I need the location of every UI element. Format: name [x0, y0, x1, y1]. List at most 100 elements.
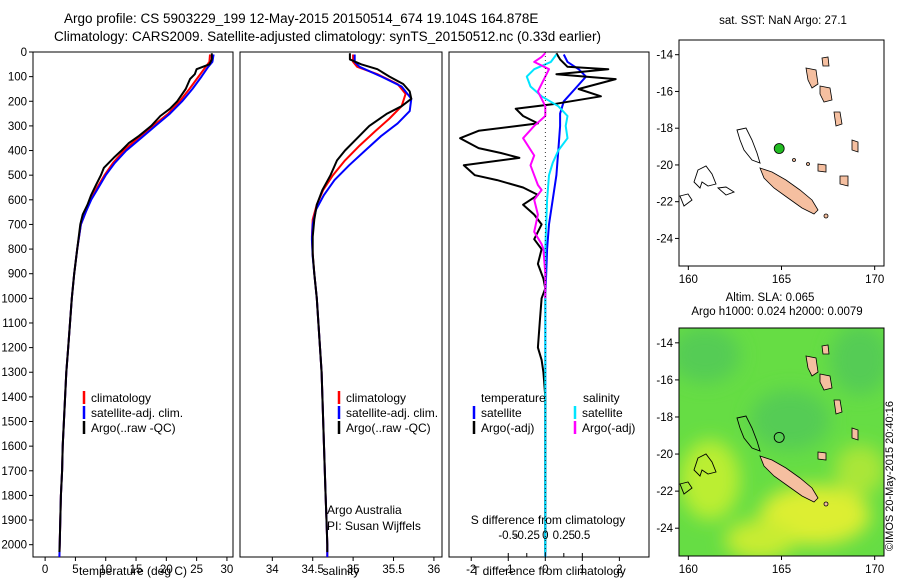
legend-title-salinity: salinity	[583, 391, 620, 405]
xtick-label: 34.5	[302, 564, 324, 576]
header-subtitle: Climatology: CARS2009. Satellite-adjuste…	[54, 29, 601, 44]
series-line-argo	[311, 53, 413, 553]
series-group	[58, 53, 215, 557]
series-line-s-satellite	[525, 53, 569, 557]
salinity-legend: climatology satellite-adj. clim. Argo(..…	[337, 391, 438, 435]
islet	[806, 162, 810, 166]
islet	[823, 501, 829, 507]
ytick-label: 1900	[1, 515, 27, 527]
ytick-label: 0	[21, 47, 27, 59]
xtick-label: 34	[266, 564, 279, 576]
xtick-label: -2	[466, 564, 476, 576]
sla-blob	[750, 390, 830, 450]
new-caledonia	[759, 455, 819, 503]
salinity-plot: 34 34.5 35 35.5 36	[266, 53, 440, 576]
map-ytick-label: -24	[656, 233, 673, 245]
xtick-label: 30	[221, 564, 234, 576]
xtick-label: 0	[542, 564, 548, 576]
island	[833, 399, 843, 415]
island	[851, 427, 859, 441]
reef-outline	[693, 165, 717, 189]
ytick-label: 400	[8, 146, 27, 158]
series-line-t-argo	[459, 52, 617, 553]
ytick-label: 1500	[1, 417, 27, 429]
reef-outline	[736, 415, 761, 452]
temperature-xlabel: temperature (deg C)	[79, 564, 187, 578]
reef-outline	[716, 186, 736, 196]
map-xtick-label: 165	[772, 274, 791, 286]
ytick-label: 1700	[1, 466, 27, 478]
islands	[759, 344, 859, 507]
salinity-axes	[239, 51, 443, 558]
island	[817, 163, 827, 173]
sla-blob	[830, 328, 884, 395]
ytick-label: 2000	[1, 540, 27, 552]
difference-plot: -2 -1 0 1 2-0.5-0.25 0 0.25 0.5	[459, 52, 623, 576]
s-tick-label: 0	[542, 530, 548, 542]
credit-pi: PI: Susan Wijffels	[327, 519, 421, 533]
argo-float-marker	[773, 143, 785, 154]
difference-axes	[448, 51, 650, 558]
temperature-axes	[32, 51, 234, 558]
series-line-argo	[58, 53, 213, 553]
ytick-label: 800	[8, 244, 27, 256]
sla-blob	[680, 440, 740, 520]
reef-outline	[679, 193, 693, 207]
temperature-legend: climatology satellite-adj. clim. Argo(..…	[82, 391, 183, 435]
map-ytick-label: -20	[656, 449, 673, 461]
ytick-label: 900	[8, 269, 27, 281]
ytick-label: 600	[8, 195, 27, 207]
legend-label-s-argo: Argo(-adj)	[582, 421, 635, 435]
legend-label-climatology: climatology	[91, 391, 151, 405]
ytick-label: 700	[8, 219, 27, 231]
island	[819, 373, 833, 391]
legend-label-s-satellite: satellite	[582, 406, 623, 420]
island	[817, 451, 827, 461]
temperature-plot: 0 5 10 15 20 25 30	[42, 53, 233, 576]
xtick-label: 35	[347, 564, 360, 576]
xtick-label: 2	[616, 564, 622, 576]
map-ytick-label: -16	[656, 86, 673, 98]
xtick-label: -1	[503, 564, 513, 576]
salinity-xlabel: salinity	[323, 564, 360, 578]
legend-label-t-satellite: satellite	[481, 406, 522, 420]
islet	[792, 158, 796, 162]
xtick-label: 15	[130, 564, 143, 576]
map-xtick-label: 160	[679, 564, 698, 576]
legend-label-argo: Argo(..raw -QC)	[91, 421, 176, 435]
map-xtick-label: 170	[865, 564, 884, 576]
island	[805, 67, 819, 89]
credit-argo-australia: Argo Australia	[327, 503, 402, 517]
map-ytick-label: -16	[656, 375, 673, 387]
map-xtick-label: 170	[865, 274, 884, 286]
difference-xlabel: T difference from climatology	[472, 564, 626, 578]
islet	[823, 213, 829, 219]
header-title: Argo profile: CS 5903229_199 12-May-2015…	[64, 11, 538, 26]
map-ytick-label: -14	[656, 338, 673, 350]
reef-outline	[693, 453, 717, 477]
argo-float-marker	[773, 431, 785, 443]
series-line-satellite	[310, 54, 413, 557]
ytick-label: 1200	[1, 343, 27, 355]
xtick-label: 1	[579, 564, 585, 576]
sst-map	[678, 39, 885, 267]
sst-map-axis: 160 165 170 -14 -16 -18 -20 -22 -24	[656, 50, 884, 286]
s-difference-label: S difference from climatology	[471, 513, 626, 527]
ytick-label: 1800	[1, 490, 27, 502]
island	[821, 344, 830, 355]
imos-stamp: ©IMOS 20-May-2015 20:40:16	[884, 401, 896, 551]
map-ytick-label: -18	[656, 123, 673, 135]
reef-outline	[736, 127, 761, 164]
ytick-label: 1300	[1, 367, 27, 379]
island	[851, 139, 859, 153]
map-ytick-label: -22	[656, 197, 673, 209]
sla-blob	[835, 445, 884, 495]
sla-map-title: Altim. SLA: 0.065	[726, 292, 815, 304]
xtick-label: 0	[42, 564, 48, 576]
islands	[759, 56, 859, 219]
coastline	[679, 415, 761, 495]
map-ytick-label: -18	[656, 412, 673, 424]
new-caledonia	[759, 167, 819, 215]
map-ytick-label: -22	[656, 486, 673, 498]
